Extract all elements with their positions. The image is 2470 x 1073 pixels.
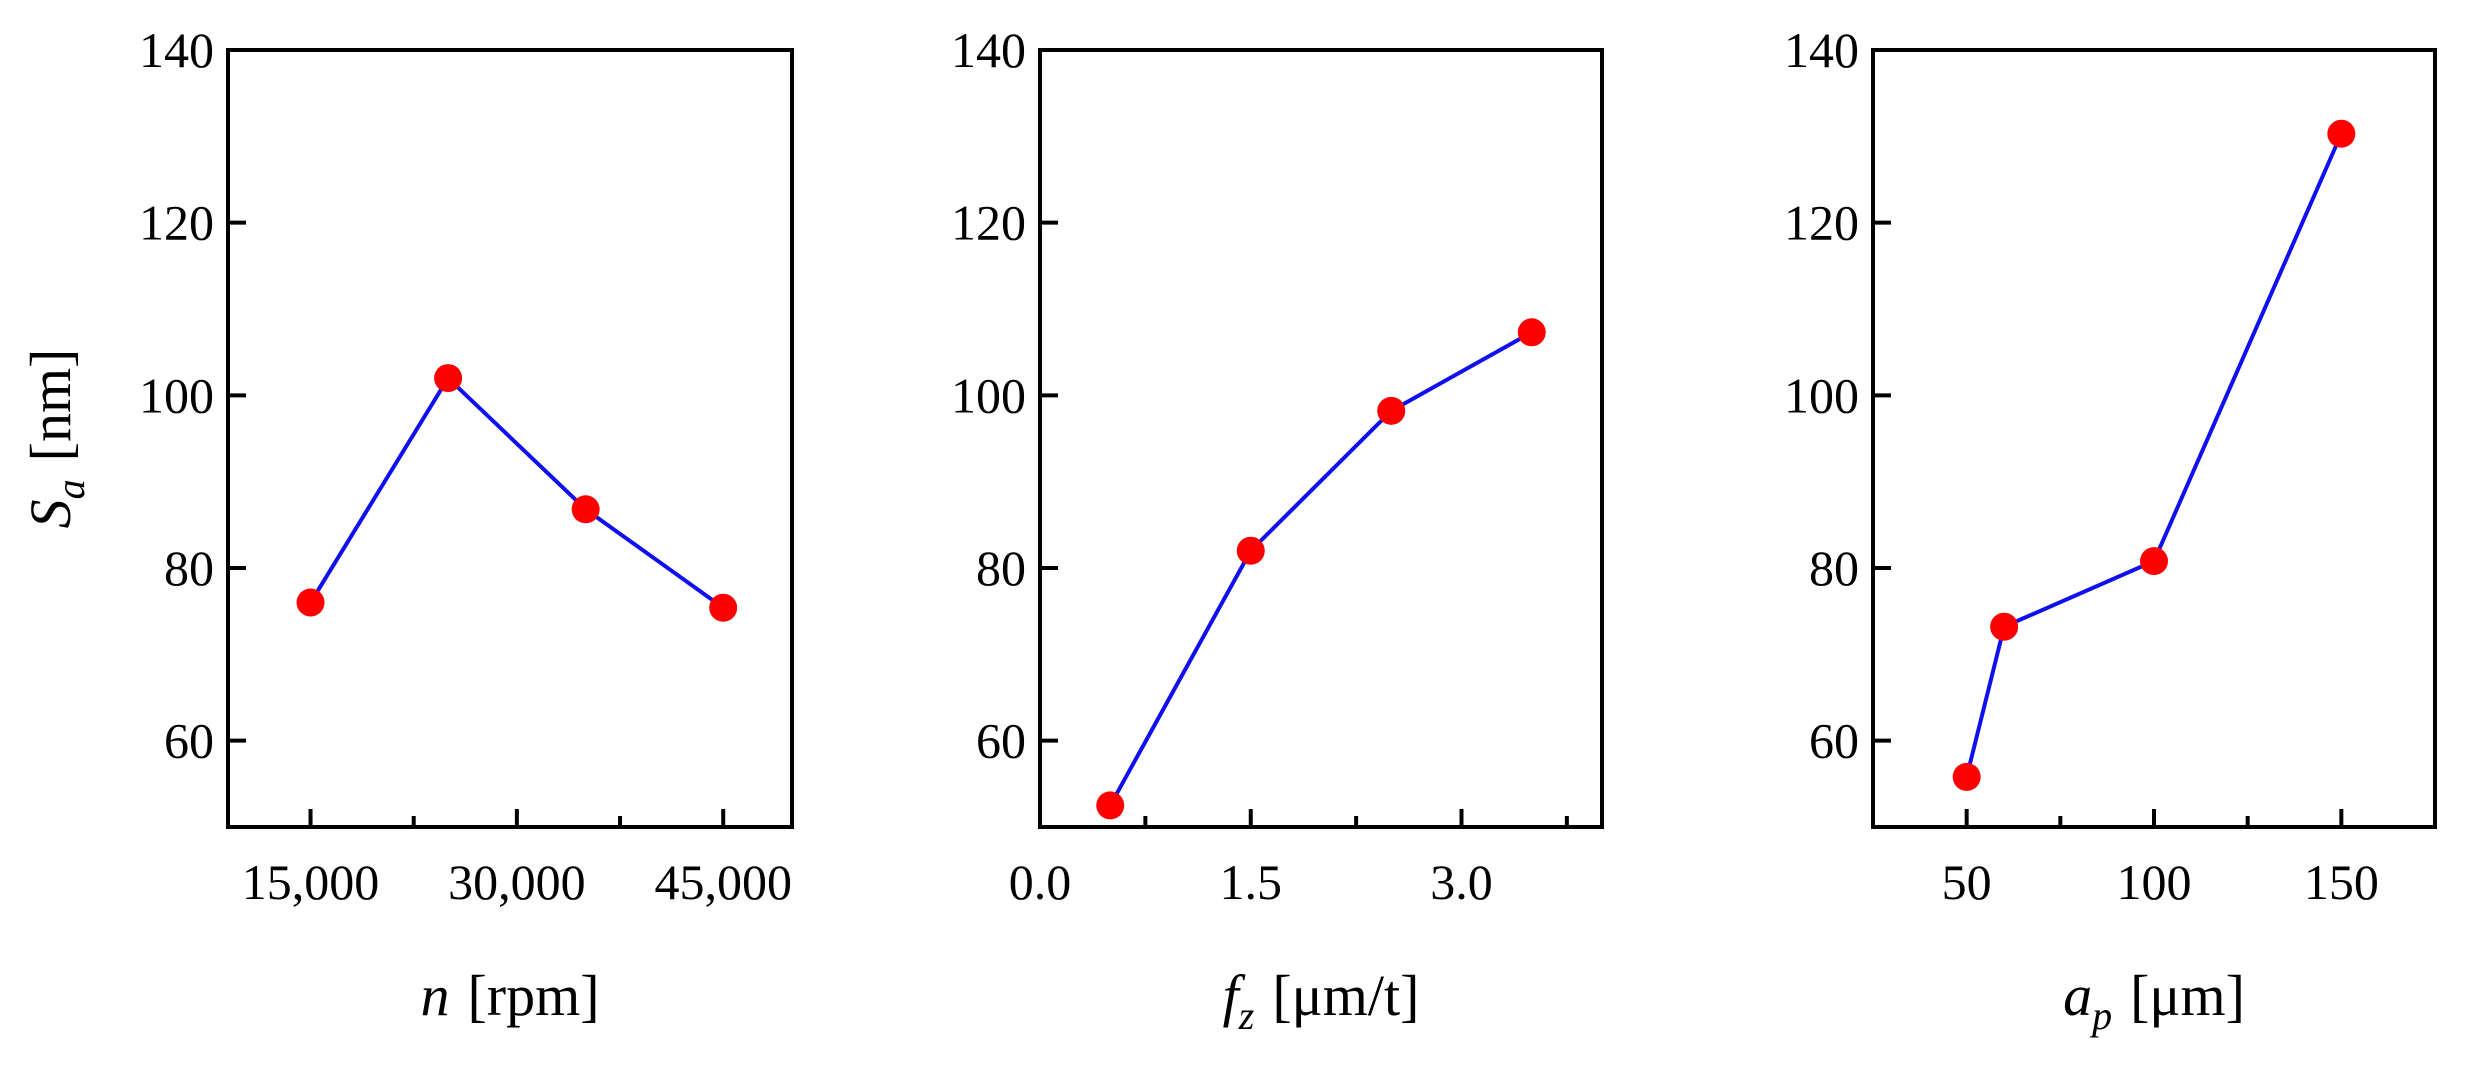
x-tick-label: 3.0 (1430, 854, 1493, 910)
x-axis-label-unit: [μm/t] (1272, 963, 1419, 1028)
x-axis-label-symbol: n (420, 963, 449, 1028)
y-tick-label: 80 (164, 540, 214, 596)
y-axis-label-subscript: a (48, 479, 93, 499)
x-axis-label: n [rpm] (420, 963, 599, 1028)
y-axis-label-unit: [nm] (18, 349, 83, 462)
data-point (2327, 119, 2356, 148)
y-tick-label: 80 (1809, 540, 1859, 596)
y-tick-label: 120 (951, 195, 1026, 251)
data-point (1096, 791, 1125, 820)
y-tick-label: 100 (139, 367, 214, 423)
x-tick-label: 100 (2117, 854, 2192, 910)
x-tick-label: 150 (2304, 854, 2379, 910)
data-point (296, 588, 325, 617)
x-axis-label: fz [μm/t] (1223, 963, 1420, 1038)
x-tick-label: 15,000 (242, 854, 380, 910)
y-tick-label: 140 (1784, 22, 1859, 78)
data-point (1517, 318, 1546, 347)
x-axis-label-symbol: a (2063, 963, 2092, 1028)
y-tick-label: 100 (1784, 367, 1859, 423)
y-tick-label: 100 (951, 367, 1026, 423)
panel-spindle-speed: 60 80 100 120 140 15,000 30,000 45,000 n [rpm] Sa [… (18, 22, 794, 1028)
y-axis-label-symbol: S (18, 499, 83, 528)
x-axis-label-subscript: z (1238, 993, 1255, 1038)
x-tick-label: 30,000 (448, 854, 586, 910)
series-line (308, 374, 725, 610)
y-tick-label: 60 (164, 713, 214, 769)
y-tick-label: 60 (976, 713, 1026, 769)
x-axis-label-unit: [rpm] (467, 963, 599, 1028)
data-point (571, 495, 600, 524)
y-axis-label: Sa [nm] (18, 349, 93, 529)
y-tick-label: 80 (976, 540, 1026, 596)
axes-frame (1038, 48, 1604, 829)
x-tick-label: 50 (1942, 854, 1992, 910)
data-point (1236, 536, 1265, 565)
x-tick-label: 45,000 (654, 854, 792, 910)
x-tick-label: 1.5 (1220, 854, 1283, 910)
data-point (1990, 612, 2019, 641)
data-point (434, 364, 463, 393)
series-line (1964, 132, 2344, 778)
y-tick-label: 140 (951, 22, 1026, 78)
y-tick-label: 120 (1784, 195, 1859, 251)
panel-depth-of-cut: 60 80 100 120 140 50 100 150 ap [μm] (1784, 22, 2437, 1038)
x-axis-label-unit: [μm] (2130, 963, 2245, 1028)
x-tick-label: 0.0 (1009, 854, 1072, 910)
data-point (709, 593, 738, 622)
data-point (1952, 762, 1981, 791)
x-axis-label: ap [μm] (2063, 963, 2245, 1038)
y-tick-label: 140 (139, 22, 214, 78)
axes-frame (226, 48, 794, 829)
series-line (1108, 330, 1533, 807)
y-tick-label: 120 (139, 195, 214, 251)
x-axis-label-subscript: p (2089, 993, 2112, 1038)
data-point (1377, 396, 1406, 425)
axes-frame (1871, 48, 2437, 829)
y-tick-label: 60 (1809, 713, 1859, 769)
data-point (2140, 547, 2168, 576)
